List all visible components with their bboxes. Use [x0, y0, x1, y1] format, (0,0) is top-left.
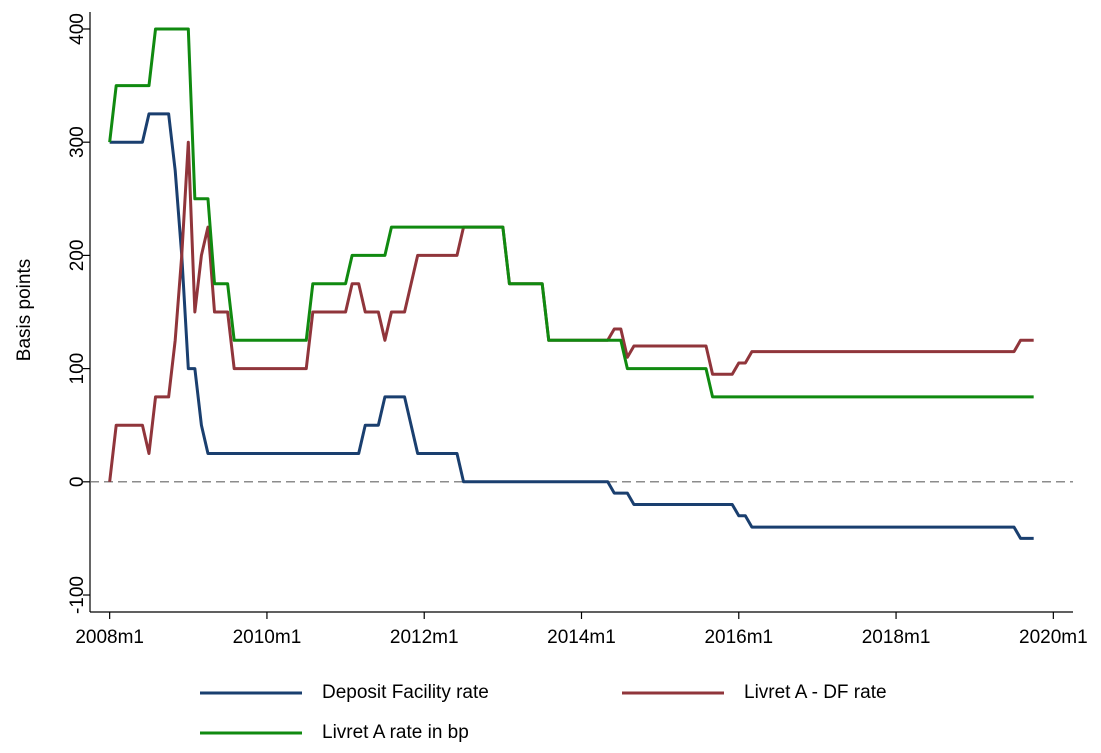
legend-label: Livret A rate in bp [322, 722, 469, 743]
legend-label: Deposit Facility rate [322, 682, 489, 703]
x-tick-label: 2014m1 [547, 627, 616, 648]
x-tick-label: 2016m1 [704, 627, 773, 648]
series-line [108, 140, 1034, 482]
y-tick-label: 0 [67, 477, 88, 488]
y-tick-label: 300 [67, 126, 88, 158]
x-tick-label: 2010m1 [233, 627, 302, 648]
x-tick-label: 2018m1 [862, 627, 931, 648]
y-tick-label: 400 [67, 13, 88, 45]
x-tick-label: 2020m1 [1019, 627, 1088, 648]
x-tick-label: 2008m1 [75, 627, 144, 648]
y-axis-label: Basis points [14, 259, 35, 361]
y-tick-label: -100 [67, 576, 88, 614]
y-tick-label: 100 [67, 353, 88, 385]
series-line [108, 27, 1034, 399]
x-tick-label: 2012m1 [390, 627, 459, 648]
series-line [109, 112, 1034, 540]
legend-label: Livret A - DF rate [744, 682, 887, 703]
y-tick-label: 200 [67, 240, 88, 272]
